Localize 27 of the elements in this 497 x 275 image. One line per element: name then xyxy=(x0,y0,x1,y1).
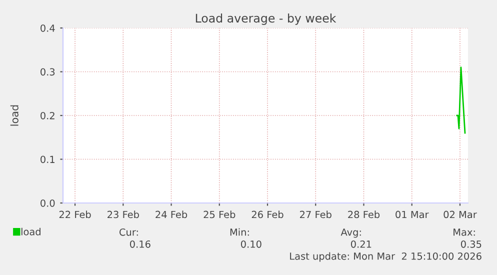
text: 0.35 xyxy=(460,240,482,248)
text: Min: xyxy=(230,228,249,236)
y-tick-label: 0.1 xyxy=(40,156,54,164)
x-tick-label: 23 Feb xyxy=(108,210,139,218)
text: 0.10 xyxy=(240,240,262,248)
text: Max: xyxy=(454,228,475,236)
text: Cur: xyxy=(119,228,138,236)
x-tick-label: 01 Mar xyxy=(396,210,429,218)
x-tick-label: 26 Feb xyxy=(252,210,284,218)
text: 0.21 xyxy=(350,240,372,248)
y-tick-label: 0.3 xyxy=(40,68,55,76)
text: Last update: Mon Mar 2 15:10:00 2026 xyxy=(290,252,482,262)
x-tick-label: 28 Feb xyxy=(348,210,380,218)
x-tick-label: 24 Feb xyxy=(156,210,188,218)
x-tick-label: 02 Mar xyxy=(444,210,477,218)
y-tick-label: 0.4 xyxy=(40,24,55,32)
y-tick-label: 0.0 xyxy=(40,199,55,207)
text: 0.16 xyxy=(130,240,150,248)
legend-label: load xyxy=(21,228,40,236)
x-tick-label: 22 Feb xyxy=(59,210,91,218)
text: Avg: xyxy=(340,228,361,238)
line-series xyxy=(456,66,466,134)
y-axis-title: load xyxy=(10,105,18,126)
chart-title: Load average - by week xyxy=(196,13,336,25)
x-tick-label: 27 Feb xyxy=(300,210,332,218)
y-tick-label: 0.2 xyxy=(40,112,54,120)
x-tick-label: 25 Feb xyxy=(204,210,236,218)
